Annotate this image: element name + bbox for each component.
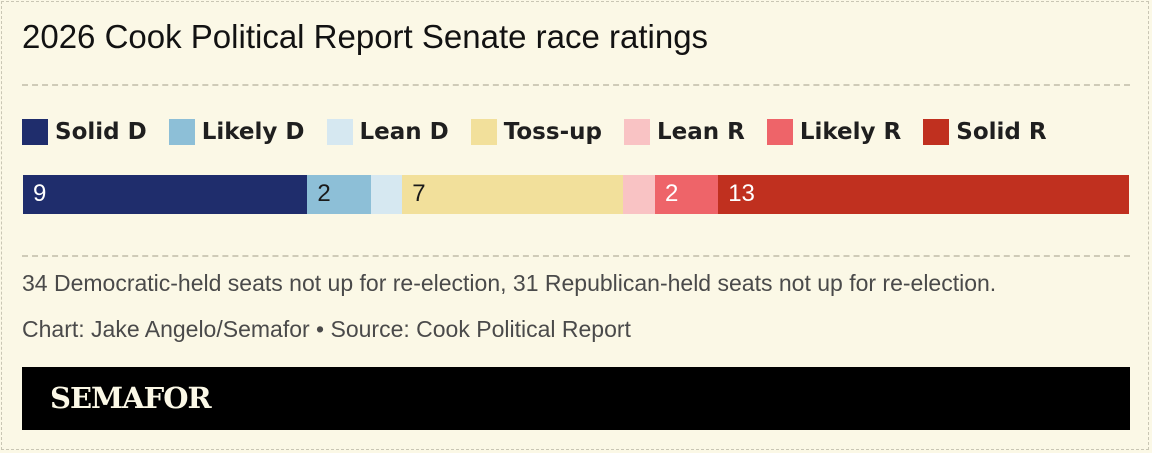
bar-value-label-likely-r: 2 xyxy=(665,180,679,207)
legend-swatch-toss-up xyxy=(470,119,497,145)
legend-item-solid-r: Solid R xyxy=(923,119,1047,145)
bar-segment-likely-r: 2 xyxy=(655,175,719,214)
legend-item-likely-r: Likely R xyxy=(766,119,902,145)
legend-item-toss-up: Toss-up xyxy=(470,119,602,145)
legend-item-lean-d: Lean D xyxy=(326,119,449,145)
legend-swatch-solid-r xyxy=(923,119,950,145)
legend-label-lean-r: Lean R xyxy=(656,119,745,145)
bar-segment-solid-r: 13 xyxy=(718,175,1129,214)
legend-label-likely-d: Likely D xyxy=(201,119,305,145)
bar-segment-lean-d xyxy=(370,175,403,214)
chart-credit: Chart: Jake Angelo/Semafor • Source: Coo… xyxy=(22,316,631,342)
legend-swatch-lean-d xyxy=(326,119,353,145)
bar-segment-solid-d: 9 xyxy=(23,175,308,214)
divider-top xyxy=(22,84,1130,86)
legend-label-likely-r: Likely R xyxy=(799,119,902,145)
bar-segment-likely-d: 2 xyxy=(307,175,371,214)
legend-label-solid-r: Solid R xyxy=(956,119,1047,145)
bar-value-label-solid-d: 9 xyxy=(33,180,47,207)
legend-item-solid-d: Solid D xyxy=(22,119,147,145)
footer-banner: SEMAFOR xyxy=(22,367,1130,430)
semafor-logo: SEMAFOR xyxy=(50,381,212,415)
chart-note: 34 Democratic-held seats not up for re-e… xyxy=(22,270,997,296)
legend-label-lean-d: Lean D xyxy=(359,119,449,145)
legend-label-toss-up: Toss-up xyxy=(503,119,602,145)
bar-value-label-toss-up: 7 xyxy=(412,180,426,207)
bar-segment-toss-up: 7 xyxy=(402,175,624,214)
legend-item-lean-r: Lean R xyxy=(623,119,745,145)
legend-item-likely-d: Likely D xyxy=(168,119,305,145)
legend-swatch-lean-r xyxy=(623,119,650,145)
legend-swatch-solid-d xyxy=(22,119,48,145)
divider-bottom xyxy=(22,255,1130,257)
bar-segment-lean-r xyxy=(623,175,655,214)
legend-label-solid-d: Solid D xyxy=(55,119,147,145)
legend-swatch-likely-d xyxy=(168,119,195,145)
bar-value-label-likely-d: 2 xyxy=(317,180,331,207)
bar-value-label-solid-r: 13 xyxy=(728,180,755,207)
stacked-bar: 9 2 7 2 13 xyxy=(23,175,1129,214)
chart-title: 2026 Cook Political Report Senate race r… xyxy=(22,18,709,55)
legend-swatch-likely-r xyxy=(766,119,793,145)
legend: Solid D Likely D Lean D Toss-up Lean R Likely… xyxy=(22,114,1069,150)
